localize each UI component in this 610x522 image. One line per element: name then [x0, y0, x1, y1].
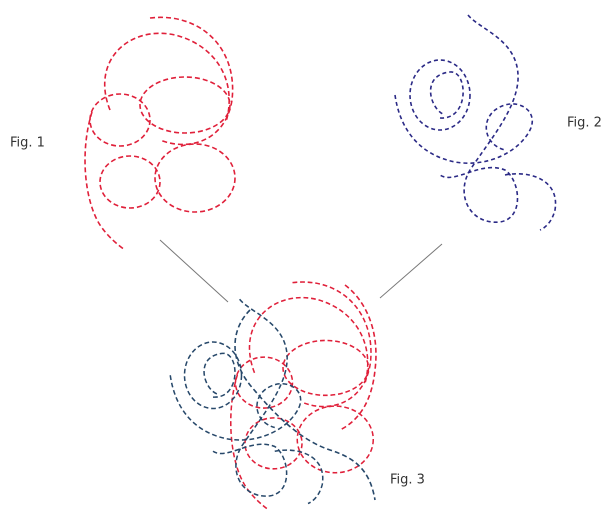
figure-label: Fig. 2 [567, 116, 602, 131]
diagram: Fig. 1 Fig. 2 Fig. 3 [0, 0, 610, 518]
connector [160, 240, 228, 302]
fig3-red-curves [231, 282, 373, 510]
connector [380, 244, 442, 298]
fig1-curves [85, 17, 235, 250]
fig3-blue-tail [235, 310, 375, 500]
fig2-curves [395, 15, 556, 230]
figure-label: Fig. 1 [10, 136, 45, 151]
figure-label: Fig. 3 [390, 473, 425, 488]
fig3-blue-curves [170, 299, 323, 503]
